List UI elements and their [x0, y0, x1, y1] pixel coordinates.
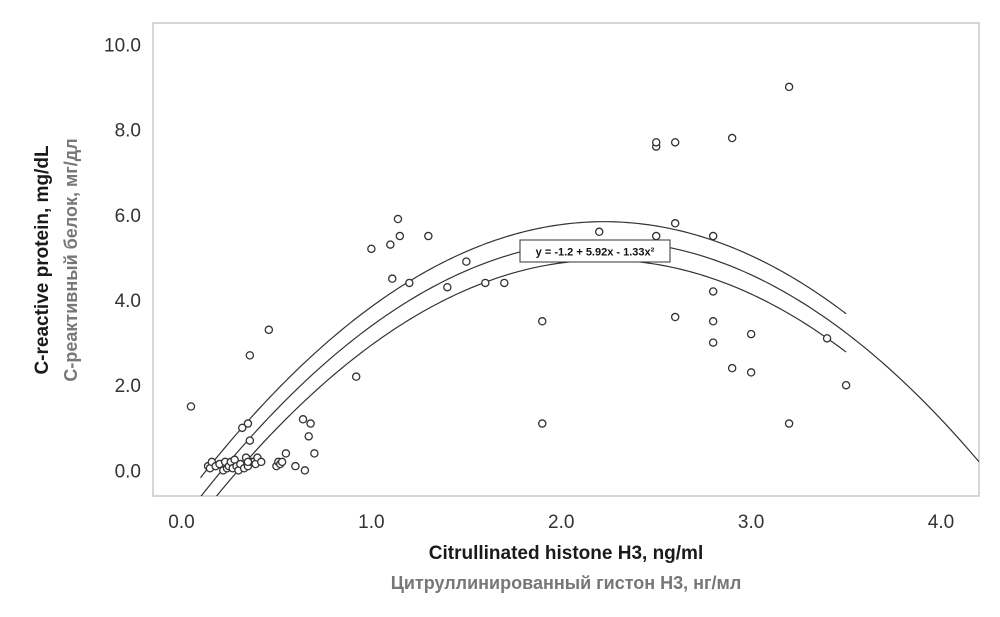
- data-point: [243, 419, 253, 428]
- y-axis-label: C-reactive protein, mg/dL: [32, 145, 53, 374]
- data-point: [186, 402, 196, 411]
- y-tick-label: 0.0: [115, 461, 141, 482]
- plot-frame: [152, 22, 980, 497]
- data-point: [784, 82, 794, 92]
- data-point: [670, 138, 680, 147]
- data-point: [651, 138, 661, 147]
- data-points: [186, 82, 851, 475]
- x-tick-label: 3.0: [738, 512, 764, 533]
- y-tick-label: 4.0: [115, 291, 141, 312]
- data-point: [264, 325, 274, 335]
- x-axis-ticks: 0.0 1.0 2.0 3.0 4.0: [168, 512, 954, 533]
- data-point: [237, 423, 247, 433]
- equation-label: y = -1.2 + 5.92x - 1.33x²: [536, 247, 655, 259]
- data-point: [727, 363, 737, 373]
- data-point: [538, 317, 547, 326]
- data-point: [822, 334, 832, 343]
- data-point: [388, 274, 397, 283]
- plot-area: [186, 82, 979, 496]
- data-point: [310, 449, 319, 458]
- equation-annotation: y = -1.2 + 5.92x - 1.33x²: [519, 239, 671, 263]
- data-point: [462, 257, 471, 266]
- data-point: [746, 368, 756, 377]
- equation-box: [519, 239, 671, 263]
- x-tick-label: 2.0: [548, 512, 574, 533]
- data-point: [277, 457, 287, 467]
- lower-confidence-curve: [215, 259, 847, 496]
- data-point: [306, 419, 315, 428]
- y-tick-label: 8.0: [115, 121, 141, 142]
- data-point: [300, 466, 310, 475]
- data-point: [386, 240, 395, 249]
- data-point: [443, 282, 452, 292]
- data-point: [395, 231, 405, 241]
- data-point: [670, 312, 680, 322]
- data-point: [708, 287, 718, 296]
- y-tick-label: 10.0: [104, 35, 141, 56]
- y-tick-label: 2.0: [115, 376, 141, 397]
- data-point: [256, 457, 266, 467]
- fit-curve: [200, 240, 979, 496]
- upper-confidence-curve: [200, 221, 847, 479]
- x-tick-label: 4.0: [928, 512, 954, 533]
- data-point: [367, 244, 376, 254]
- y-tick-label: 6.0: [115, 206, 141, 227]
- data-point: [651, 231, 661, 241]
- data-point: [841, 380, 851, 390]
- data-point: [405, 278, 414, 288]
- data-point: [594, 227, 604, 237]
- x-axis-label-sub: Цитруллинированный гистон Н3, нг/мл: [391, 573, 742, 593]
- data-point: [708, 338, 718, 347]
- data-point: [393, 214, 403, 224]
- data-point: [708, 231, 718, 241]
- data-point: [351, 372, 361, 381]
- data-point: [245, 436, 255, 445]
- data-point: [784, 419, 794, 428]
- data-point: [670, 219, 680, 228]
- data-point: [291, 461, 300, 471]
- y-axis-ticks: 0.0 2.0 4.0 6.0 8.0 10.0: [104, 35, 141, 482]
- data-point: [538, 419, 547, 428]
- x-tick-label: 0.0: [168, 512, 194, 533]
- data-point: [708, 317, 718, 326]
- data-point: [243, 457, 253, 467]
- data-point: [500, 278, 509, 288]
- data-point: [298, 415, 308, 424]
- data-point: [281, 449, 291, 458]
- data-point: [481, 278, 490, 288]
- data-point: [424, 231, 433, 241]
- data-point: [245, 351, 255, 360]
- y-axis-label-sub: С-реактивный белок, мг/дл: [61, 138, 81, 381]
- data-point: [727, 133, 737, 143]
- data-point: [304, 432, 313, 441]
- data-point: [746, 329, 756, 339]
- x-axis-label: Citrullinated histone H3, ng/ml: [429, 543, 703, 564]
- x-tick-label: 1.0: [358, 512, 384, 533]
